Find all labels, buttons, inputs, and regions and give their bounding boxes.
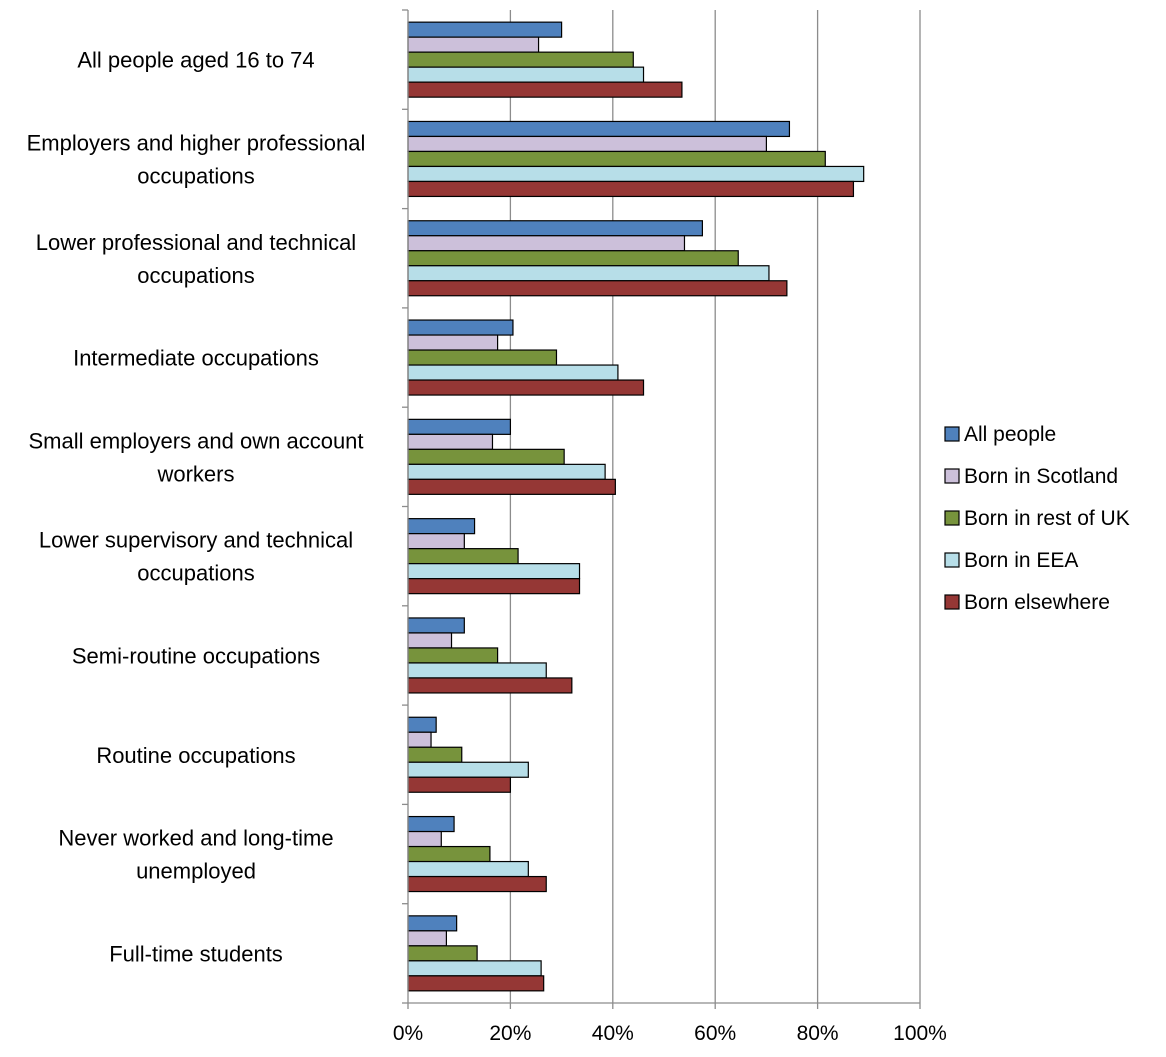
category-labels: All people aged 16 to 74 Employers and hi… xyxy=(27,48,366,967)
legend: All people Born in Scotland Born in rest o… xyxy=(944,423,1130,614)
bar-born-elsewhere xyxy=(407,975,545,992)
bar-all-people xyxy=(407,915,458,932)
category-label: Intermediate occupations xyxy=(73,346,319,371)
bar-born-in-rest-of-uk xyxy=(407,250,739,267)
x-tick-label: 20% xyxy=(489,1022,531,1045)
bar-born-in-scotland xyxy=(407,36,540,53)
bar-all-people xyxy=(407,518,476,535)
legend-label: Born in EEA xyxy=(964,549,1078,572)
bar-born-in-scotland xyxy=(407,235,686,252)
x-tick-label: 100% xyxy=(893,1022,947,1045)
legend-item: Born elsewhere xyxy=(944,591,1110,614)
bar-born-in-rest-of-uk xyxy=(407,746,463,763)
category-label: Employers and higher professional occupat… xyxy=(27,130,366,188)
bar-born-in-rest-of-uk xyxy=(407,548,519,565)
legend-label: Born elsewhere xyxy=(964,591,1110,614)
bar-born-in-scotland xyxy=(407,731,432,748)
bar-born-in-rest-of-uk xyxy=(407,51,634,68)
category-label: Lower supervisory and technical occupatio… xyxy=(39,528,353,586)
legend-swatch xyxy=(944,468,960,484)
legend-swatch xyxy=(944,426,960,442)
bar-born-in-eea xyxy=(407,265,770,282)
legend-label: All people xyxy=(964,423,1056,446)
bar-born-elsewhere xyxy=(407,478,616,495)
x-tick-label: 0% xyxy=(393,1022,423,1045)
bar-born-in-scotland xyxy=(407,135,767,153)
x-tick-label: 80% xyxy=(797,1022,839,1045)
bar-all-people xyxy=(407,120,791,138)
category-label: Small employers and own account workers xyxy=(28,428,363,486)
bar-born-in-eea xyxy=(407,463,606,480)
bar-born-elsewhere xyxy=(407,81,683,98)
bar-all-people xyxy=(407,617,465,634)
legend-swatch xyxy=(944,552,960,568)
bar-born-in-rest-of-uk xyxy=(407,647,499,664)
bar-born-in-rest-of-uk xyxy=(407,150,826,168)
bar-born-in-eea xyxy=(407,761,529,778)
bar-born-elsewhere xyxy=(407,677,573,694)
bar-born-in-scotland xyxy=(407,830,442,848)
legend-item: Born in rest of UK xyxy=(944,507,1130,530)
bar-born-in-scotland xyxy=(407,930,448,947)
bar-born-in-scotland xyxy=(407,334,499,351)
bar-born-in-rest-of-uk xyxy=(407,448,565,465)
bar-born-elsewhere xyxy=(407,776,512,793)
category-label: Lower professional and technical occupati… xyxy=(36,230,356,288)
bar-all-people xyxy=(407,418,512,435)
x-tick-labels: 0% 20% 40% 60% 80% 100% xyxy=(393,1022,947,1045)
bar-born-elsewhere xyxy=(407,875,547,893)
legend-item: Born in EEA xyxy=(944,549,1078,572)
bar-all-people xyxy=(407,21,563,38)
bar-born-in-eea xyxy=(407,662,547,679)
axes xyxy=(402,9,921,1009)
bar-born-in-eea xyxy=(407,364,619,381)
category-label: Never worked and long-time unemployed xyxy=(58,826,333,884)
bar-born-in-scotland xyxy=(407,533,465,550)
category-label: Routine occupations xyxy=(96,743,295,768)
bar-all-people xyxy=(407,815,455,833)
x-tick-label: 60% xyxy=(694,1022,736,1045)
bar-born-in-rest-of-uk xyxy=(407,349,558,366)
legend-label: Born in rest of UK xyxy=(964,507,1130,530)
category-label: All people aged 16 to 74 xyxy=(77,48,314,73)
bar-born-elsewhere xyxy=(407,578,581,595)
bar-all-people xyxy=(407,319,514,336)
bar-born-in-rest-of-uk xyxy=(407,945,478,962)
category-label: Full-time students xyxy=(109,941,283,966)
bar-born-in-scotland xyxy=(407,632,453,649)
legend-swatch xyxy=(944,594,960,610)
legend-item: All people xyxy=(944,423,1056,446)
bar-born-in-scotland xyxy=(407,433,494,450)
bar-all-people xyxy=(407,220,703,237)
bar-born-elsewhere xyxy=(407,280,788,297)
bar-born-in-eea xyxy=(407,960,542,977)
bars xyxy=(407,21,865,992)
bar-born-in-rest-of-uk xyxy=(407,845,491,863)
bar-born-elsewhere xyxy=(407,180,855,198)
bar-born-in-eea xyxy=(407,66,645,83)
bar-born-elsewhere xyxy=(407,379,645,396)
bar-born-in-eea xyxy=(407,165,865,183)
legend-swatch xyxy=(944,510,960,526)
category-label: Semi-routine occupations xyxy=(72,643,320,668)
bar-born-in-eea xyxy=(407,860,529,878)
legend-label: Born in Scotland xyxy=(964,465,1118,488)
bar-all-people xyxy=(407,716,437,733)
legend-item: Born in Scotland xyxy=(944,465,1118,488)
x-tick-label: 40% xyxy=(592,1022,634,1045)
bar-born-in-eea xyxy=(407,563,581,580)
